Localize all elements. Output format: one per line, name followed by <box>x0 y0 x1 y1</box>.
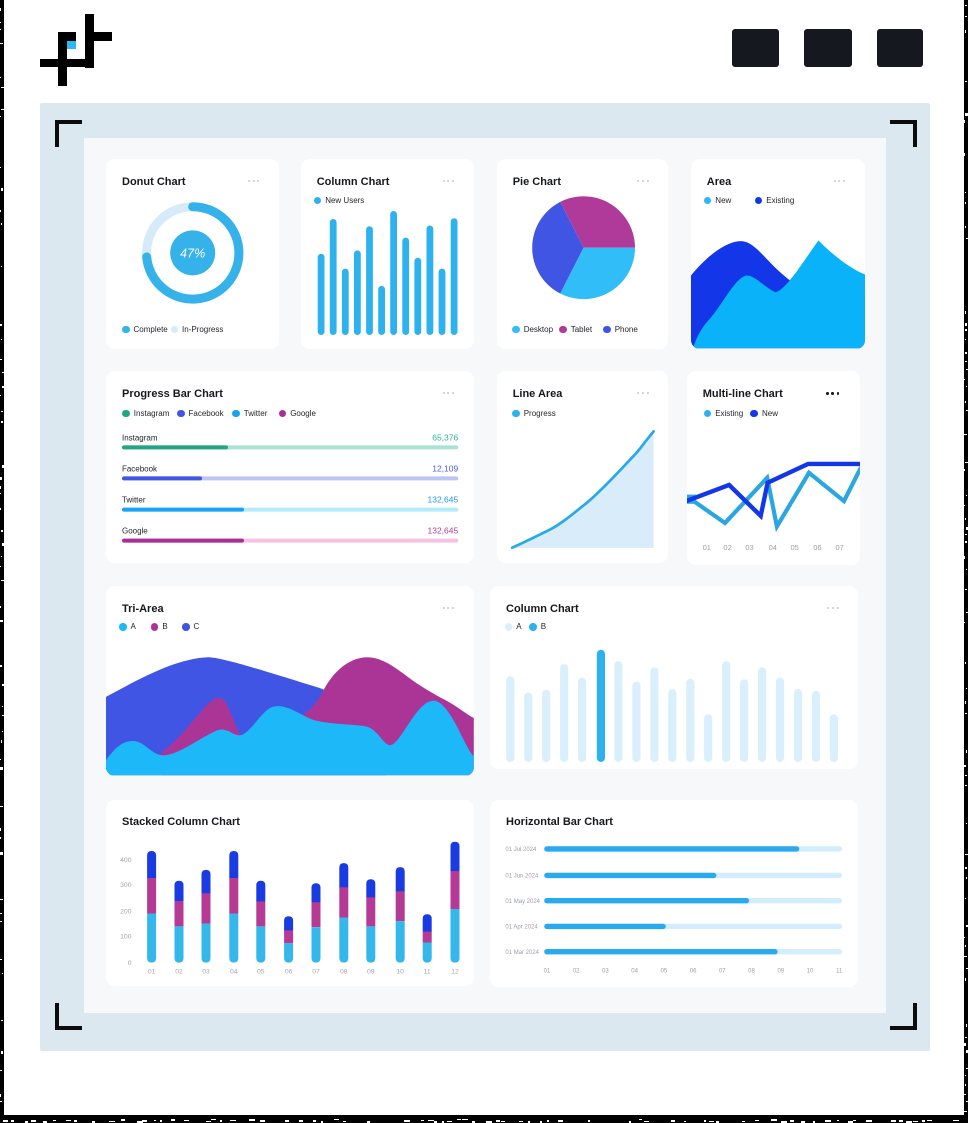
svg-text:01: 01 <box>702 543 710 552</box>
svg-text:01 May 2024: 01 May 2024 <box>505 898 540 904</box>
svg-text:03: 03 <box>202 968 210 975</box>
svg-text:10: 10 <box>396 968 404 975</box>
svg-text:03: 03 <box>745 543 753 552</box>
svg-text:04: 04 <box>631 968 638 974</box>
svg-text:65,376: 65,376 <box>432 433 458 443</box>
svg-text:132,645: 132,645 <box>428 495 459 505</box>
svg-text:08: 08 <box>748 968 755 974</box>
svg-text:01 Apr 2024: 01 Apr 2024 <box>505 924 538 930</box>
svg-text:300: 300 <box>120 882 132 889</box>
svg-text:Facebook: Facebook <box>122 465 157 474</box>
svg-text:12,109: 12,109 <box>432 464 458 474</box>
svg-text:04: 04 <box>768 543 776 552</box>
svg-text:04: 04 <box>230 968 238 975</box>
svg-text:07: 07 <box>312 968 320 975</box>
svg-text:05: 05 <box>661 968 668 974</box>
svg-text:09: 09 <box>777 968 784 974</box>
svg-text:12: 12 <box>451 968 459 975</box>
svg-text:01: 01 <box>544 968 551 974</box>
svg-text:08: 08 <box>340 968 348 975</box>
svg-text:200: 200 <box>120 908 132 915</box>
svg-text:132,645: 132,645 <box>428 526 459 536</box>
svg-text:Twitter: Twitter <box>122 496 146 505</box>
svg-text:10: 10 <box>807 968 814 974</box>
svg-text:03: 03 <box>602 968 609 974</box>
svg-text:01 Jul 2024: 01 Jul 2024 <box>505 847 537 853</box>
svg-text:02: 02 <box>175 968 183 975</box>
svg-text:Google: Google <box>122 527 148 536</box>
svg-text:0: 0 <box>128 959 132 966</box>
svg-text:Instagram: Instagram <box>122 434 158 443</box>
svg-text:11: 11 <box>836 968 843 974</box>
svg-text:06: 06 <box>285 968 293 975</box>
svg-text:100: 100 <box>120 933 132 940</box>
svg-text:05: 05 <box>790 543 798 552</box>
svg-text:05: 05 <box>257 968 265 975</box>
svg-text:400: 400 <box>120 857 132 864</box>
svg-text:01: 01 <box>148 968 156 975</box>
svg-text:02: 02 <box>573 968 580 974</box>
svg-text:07: 07 <box>719 968 726 974</box>
svg-text:02: 02 <box>723 543 731 552</box>
svg-text:01 Mar 2024: 01 Mar 2024 <box>505 949 539 955</box>
svg-text:09: 09 <box>367 968 375 975</box>
svg-text:47%: 47% <box>180 247 205 261</box>
svg-text:06: 06 <box>690 968 697 974</box>
svg-text:06: 06 <box>813 543 821 552</box>
svg-text:07: 07 <box>835 543 843 552</box>
svg-text:11: 11 <box>424 968 431 975</box>
svg-text:01 Jun 2024: 01 Jun 2024 <box>505 873 539 879</box>
